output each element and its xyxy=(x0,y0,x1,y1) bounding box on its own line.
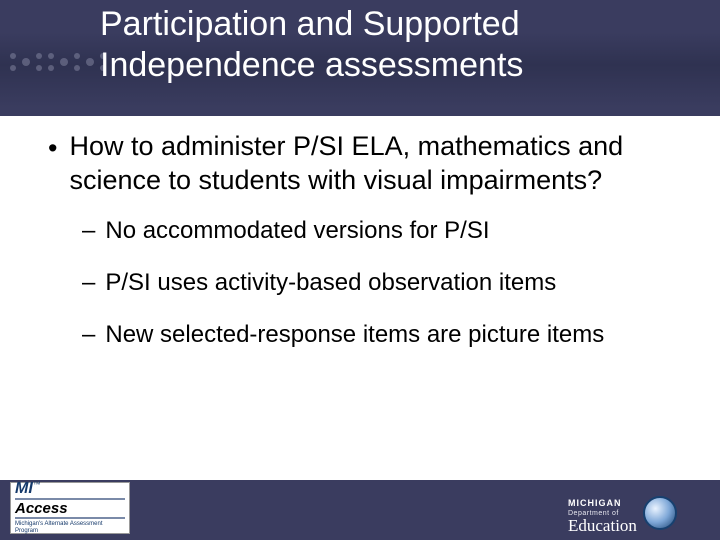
slide: Participation and Supported Independence… xyxy=(0,0,720,540)
bullet-text: P/SI uses activity-based observation ite… xyxy=(105,268,556,298)
logo-left-line1: MI xyxy=(15,480,33,497)
logo-right-edu: Education xyxy=(568,517,637,534)
bullet-text: How to administer P/SI ELA, mathematics … xyxy=(69,130,672,198)
slide-header: Participation and Supported Independence… xyxy=(0,0,720,108)
logo-left-subtitle: Michigan's Alternate Assessment Program xyxy=(15,521,125,534)
bullet-level1: • How to administer P/SI ELA, mathematic… xyxy=(48,130,672,198)
seal-icon xyxy=(643,496,677,530)
trademark-symbol: ™ xyxy=(33,480,41,489)
logo-right-state: MICHIGAN xyxy=(568,499,637,508)
mi-access-logo: MI™ Access Michigan's Alternate Assessme… xyxy=(10,482,130,534)
logo-left-line2: Access xyxy=(15,498,125,519)
bullet-level2: – New selected-response items are pictur… xyxy=(82,320,672,350)
dash-marker: – xyxy=(82,216,95,246)
bullet-text: New selected-response items are picture … xyxy=(105,320,604,350)
bullet-text: No accommodated versions for P/SI xyxy=(105,216,489,246)
dash-marker: – xyxy=(82,268,95,298)
slide-footer: MI™ Access Michigan's Alternate Assessme… xyxy=(0,480,720,540)
bullet-level2: – P/SI uses activity-based observation i… xyxy=(82,268,672,298)
dash-marker: – xyxy=(82,320,95,350)
content-area: • How to administer P/SI ELA, mathematic… xyxy=(0,116,720,480)
bullet-level2: – No accommodated versions for P/SI xyxy=(82,216,672,246)
bullet-marker: • xyxy=(48,130,57,198)
michigan-education-logo: MICHIGAN Department of Education xyxy=(568,486,708,534)
slide-title: Participation and Supported Independence… xyxy=(100,4,660,86)
